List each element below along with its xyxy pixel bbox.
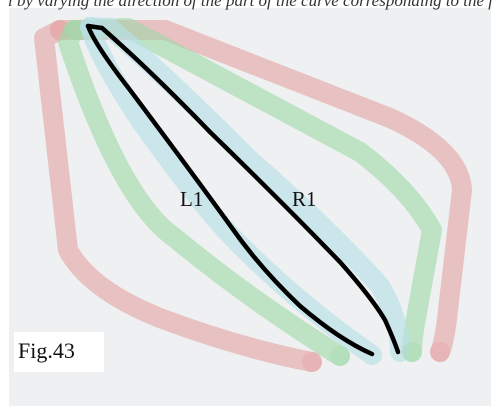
inner-band-group: [80, 17, 410, 365]
outer-band-group: [34, 20, 472, 372]
curve-r1: [85, 23, 401, 355]
figure-label-box: Fig.43: [14, 332, 104, 372]
label-l1: L1: [180, 187, 203, 211]
middle-band-group: [58, 18, 442, 366]
caption-text: l by varying the direction of the part o…: [8, 0, 494, 10]
inner-band-right: [80, 17, 410, 362]
label-r1: R1: [292, 187, 317, 211]
outer-band-right: [50, 20, 472, 362]
core-curve-group: [85, 23, 401, 357]
outer-band-left: [34, 20, 322, 372]
end-cap-middle-left: [330, 346, 350, 366]
curve-l1: [85, 23, 375, 357]
inner-band-left: [80, 17, 382, 365]
end-cap-outer-right: [430, 342, 450, 362]
middle-band-left: [58, 20, 350, 366]
end-caps: [302, 342, 450, 372]
end-cap-middle-right: [402, 342, 422, 362]
figure-label: Fig.43: [18, 338, 75, 363]
middle-band-right: [64, 18, 442, 362]
end-cap-outer-left: [302, 352, 322, 372]
